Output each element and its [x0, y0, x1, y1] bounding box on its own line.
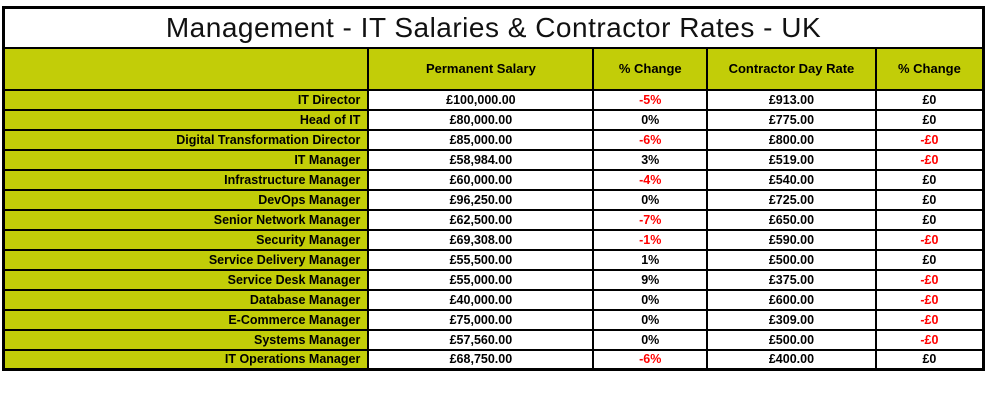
permanent-salary-cell: £96,250.00: [367, 188, 595, 211]
day-rate-cell: £500.00: [706, 328, 877, 351]
permanent-salary-cell: £68,750.00: [367, 348, 595, 371]
table-row: Service Desk Manager £55,000.00 9% £375.00-…: [2, 268, 985, 291]
permanent-salary-cell: £55,000.00: [367, 268, 595, 291]
table-row: DevOps Manager £96,250.00 0% £725.00 £0: [2, 188, 985, 211]
role-cell: IT Manager: [2, 148, 370, 171]
table-row: IT Manager £58,984.00 3% £519.00 -£0: [2, 148, 985, 171]
column-header-permanent-salary: Permanent Salary: [367, 46, 595, 91]
day-rate-cell: £800.00: [706, 128, 877, 151]
salary-change-cell: -5%: [592, 88, 709, 111]
rate-change-cell: -£0: [874, 128, 985, 151]
permanent-salary-cell: £55,500.00: [367, 248, 595, 271]
day-rate-cell: £913.00: [706, 88, 877, 111]
table-row: IT Operations Manager £68,750.00 -6% £400.0…: [2, 348, 985, 371]
role-cell: Head of IT: [2, 108, 370, 131]
table-row: Digital Transformation Director £85,000.0…: [2, 128, 985, 151]
salary-change-cell: -6%: [592, 348, 709, 371]
permanent-salary-cell: £40,000.00: [367, 288, 595, 311]
salary-change-cell: -7%: [592, 208, 709, 231]
role-cell: Database Manager: [2, 288, 370, 311]
permanent-salary-cell: £57,560.00: [367, 328, 595, 351]
role-cell: Service Delivery Manager: [2, 248, 370, 271]
role-cell: Service Desk Manager: [2, 268, 370, 291]
salary-change-cell: 1%: [592, 248, 709, 271]
rate-change-cell: £0: [874, 88, 985, 111]
rate-change-cell: -£0: [874, 228, 985, 251]
column-header-rate-change: % Change: [874, 46, 985, 91]
table-row: Security Manager £69,308.00 -1% £590.00 -£0: [2, 228, 985, 251]
role-cell: DevOps Manager: [2, 188, 370, 211]
day-rate-cell: £500.00: [706, 248, 877, 271]
salary-change-cell: 0%: [592, 288, 709, 311]
rate-change-cell: £0: [874, 188, 985, 211]
salary-change-cell: 0%: [592, 188, 709, 211]
salary-change-cell: 9%: [592, 268, 709, 291]
day-rate-cell: £519.00: [706, 148, 877, 171]
rate-change-cell: £0: [874, 208, 985, 231]
permanent-salary-cell: £69,308.00: [367, 228, 595, 251]
permanent-salary-cell: £80,000.00: [367, 108, 595, 131]
day-rate-cell: £600.00: [706, 288, 877, 311]
rate-change-cell: -£0: [874, 148, 985, 171]
role-cell: IT Director: [2, 88, 370, 111]
salary-change-cell: -1%: [592, 228, 709, 251]
column-header-row: Permanent Salary % Change Contractor Day…: [2, 46, 985, 91]
rate-change-cell: £0: [874, 168, 985, 191]
salary-change-cell: 3%: [592, 148, 709, 171]
salary-change-cell: 0%: [592, 108, 709, 131]
role-cell: Digital Transformation Director: [2, 128, 370, 151]
salary-change-cell: 0%: [592, 308, 709, 331]
role-cell: Infrastructure Manager: [2, 168, 370, 191]
day-rate-cell: £775.00: [706, 108, 877, 131]
permanent-salary-cell: £60,000.00: [367, 168, 595, 191]
rate-change-cell: £0: [874, 248, 985, 271]
column-header-salary-change: % Change: [592, 46, 709, 91]
rate-change-cell: -£0: [874, 308, 985, 331]
table-row: Infrastructure Manager £60,000.00 -4% £540.…: [2, 168, 985, 191]
table-row: Service Delivery Manager £55,500.00 1% £500…: [2, 248, 985, 271]
permanent-salary-cell: £58,984.00: [367, 148, 595, 171]
day-rate-cell: £650.00: [706, 208, 877, 231]
role-cell: E-Commerce Manager: [2, 308, 370, 331]
rate-change-cell: -£0: [874, 268, 985, 291]
table-row: Database Manager £40,000.00 0% £600.00 -£0: [2, 288, 985, 311]
role-cell: Senior Network Manager: [2, 208, 370, 231]
table-body: IT Director £100,000.00 -5% £913.00 £0 Head o…: [2, 88, 985, 371]
salary-change-cell: 0%: [592, 328, 709, 351]
permanent-salary-cell: £100,000.00: [367, 88, 595, 111]
page-title: Management - IT Salaries & Contractor Ra…: [2, 6, 985, 49]
day-rate-cell: £375.00: [706, 268, 877, 291]
permanent-salary-cell: £85,000.00: [367, 128, 595, 151]
title-row: Management - IT Salaries & Contractor Ra…: [2, 6, 985, 49]
column-header-role: [2, 46, 370, 91]
day-rate-cell: £540.00: [706, 168, 877, 191]
rate-change-cell: £0: [874, 348, 985, 371]
table-row: E-Commerce Manager £75,000.00 0% £309.00 -£0: [2, 308, 985, 331]
table-row: IT Director £100,000.00 -5% £913.00 £0: [2, 88, 985, 111]
role-cell: IT Operations Manager: [2, 348, 370, 371]
table-row: Systems Manager £57,560.00 0% £500.00 -£0: [2, 328, 985, 351]
day-rate-cell: £590.00: [706, 228, 877, 251]
table-row: Senior Network Manager £62,500.00 -7% £650.…: [2, 208, 985, 231]
rate-change-cell: -£0: [874, 288, 985, 311]
day-rate-cell: £309.00: [706, 308, 877, 331]
salary-rates-table: Management - IT Salaries & Contractor Ra…: [2, 6, 985, 371]
rate-change-cell: £0: [874, 108, 985, 131]
day-rate-cell: £400.00: [706, 348, 877, 371]
role-cell: Security Manager: [2, 228, 370, 251]
salary-change-cell: -6%: [592, 128, 709, 151]
day-rate-cell: £725.00: [706, 188, 877, 211]
table-row: Head of IT £80,000.00 0% £775.00 £0: [2, 108, 985, 131]
rate-change-cell: -£0: [874, 328, 985, 351]
permanent-salary-cell: £75,000.00: [367, 308, 595, 331]
column-header-contractor-day-rate: Contractor Day Rate: [706, 46, 877, 91]
role-cell: Systems Manager: [2, 328, 370, 351]
permanent-salary-cell: £62,500.00: [367, 208, 595, 231]
salary-change-cell: -4%: [592, 168, 709, 191]
